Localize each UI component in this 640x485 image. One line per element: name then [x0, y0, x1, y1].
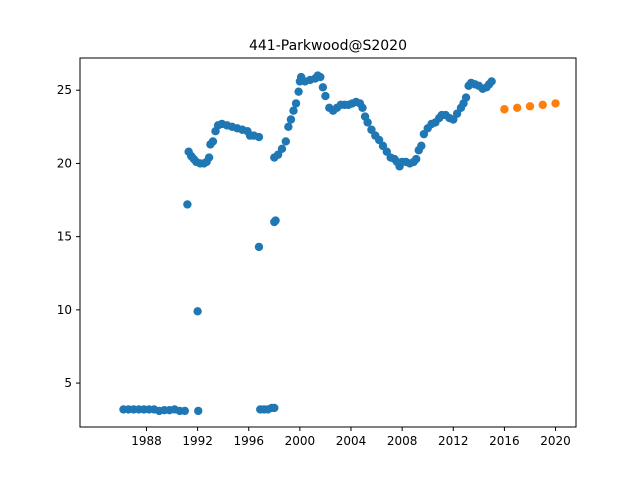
x-tick-label: 2020 [540, 434, 571, 448]
data-point [254, 132, 264, 142]
y-tick-label: 5 [64, 376, 72, 390]
data-point [183, 200, 192, 209]
data-point [318, 83, 328, 92]
data-point [254, 242, 264, 252]
y-axis: 5 10 15 20 25 [57, 83, 80, 390]
data-point [525, 102, 535, 111]
data-point [289, 106, 298, 115]
data-point [321, 91, 330, 101]
data-point [412, 154, 421, 164]
x-tick-label: 2016 [489, 434, 520, 448]
series-1 [500, 99, 560, 114]
data-point [193, 307, 202, 316]
data-point [358, 103, 367, 112]
x-tick-label: 2000 [285, 434, 316, 448]
y-tick-label: 20 [57, 156, 72, 170]
data-point [277, 144, 287, 153]
data-point [180, 406, 190, 416]
y-tick-label: 15 [57, 230, 72, 244]
data-point [281, 137, 291, 146]
x-tick-label: 1996 [233, 434, 264, 448]
x-tick-label: 2012 [438, 434, 469, 448]
data-point [284, 122, 293, 132]
series-0 [119, 71, 496, 416]
data-point [271, 216, 280, 225]
data-point [500, 105, 509, 114]
data-point [538, 100, 547, 110]
x-tick-label: 1992 [182, 434, 213, 448]
data-point [513, 103, 522, 112]
x-tick-label: 2008 [387, 434, 418, 448]
data-point [363, 118, 372, 127]
x-tick-label: 2004 [336, 434, 367, 448]
chart-title: 441-Parkwood@S2020 [249, 38, 407, 54]
data-point [291, 99, 301, 108]
data-point [417, 141, 426, 151]
data-point [286, 115, 296, 124]
data-point [461, 93, 471, 102]
plot-area [119, 71, 560, 416]
data-point [294, 87, 303, 96]
axes-frame [79, 57, 577, 428]
data-point [551, 99, 560, 108]
x-tick-label: 1988 [131, 434, 162, 448]
x-axis: 1988 1992 1996 2000 2004 2008 2012 2016 2020 [131, 427, 571, 448]
y-tick-label: 10 [57, 303, 72, 317]
data-point [487, 77, 496, 86]
data-point [270, 403, 279, 413]
data-point [208, 137, 218, 146]
data-point [194, 406, 203, 416]
data-point [316, 72, 325, 82]
data-point [204, 153, 214, 162]
y-tick-label: 25 [57, 83, 72, 97]
